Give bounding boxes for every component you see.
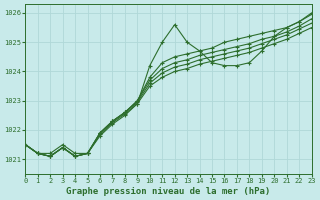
X-axis label: Graphe pression niveau de la mer (hPa): Graphe pression niveau de la mer (hPa) <box>66 187 271 196</box>
